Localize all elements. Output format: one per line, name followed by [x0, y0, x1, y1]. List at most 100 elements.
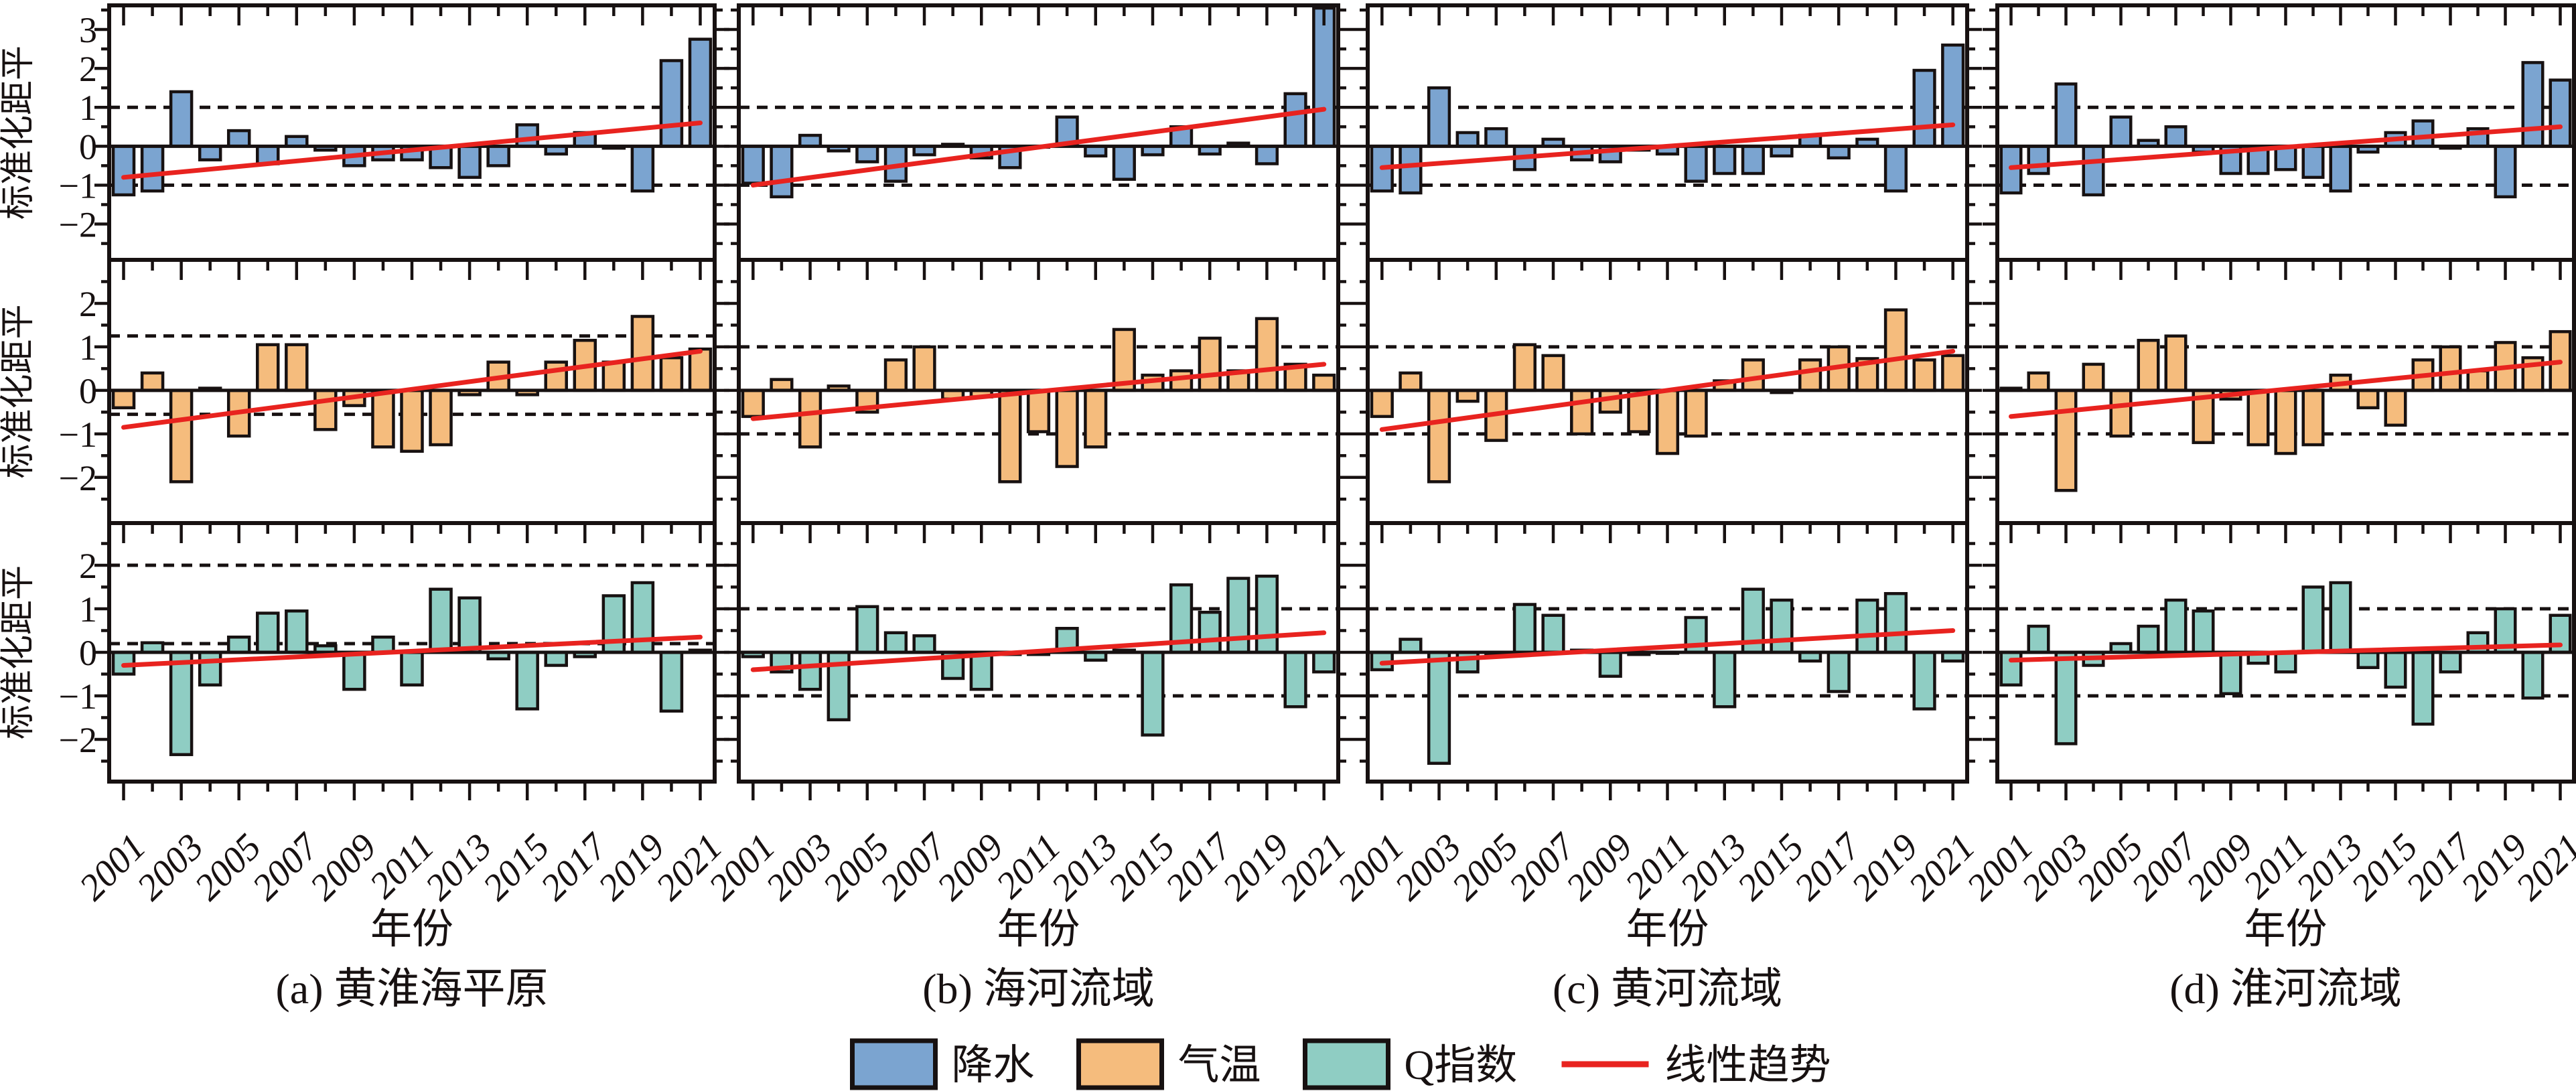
linear-trend-line [121, 634, 703, 668]
temperature-bar-2020 [1912, 358, 1936, 392]
temperature-bar-2017 [1198, 336, 1222, 392]
temperature-bar-2011 [1026, 388, 1051, 433]
y-tick-label: 3 [79, 10, 97, 50]
temperature-bar-2021 [1941, 354, 1965, 392]
temperature-bar-2017 [2439, 345, 2462, 392]
q_index-bar-2011 [400, 650, 424, 686]
q_index-bar-2005 [855, 605, 879, 654]
temperature-bar-2018 [601, 360, 626, 392]
q_index-bar-2013 [1713, 650, 1737, 709]
temperature-bar-2003 [2054, 388, 2078, 492]
linear-trend-line [121, 348, 703, 430]
q_index-bar-2012 [2301, 585, 2325, 654]
temperature-bar-2001 [741, 388, 765, 419]
precipitation-bar-2017 [1827, 145, 1851, 160]
temperature-bar-2021 [688, 347, 713, 392]
temperature-bar-2016 [1798, 358, 1822, 392]
q_index-bar-2006 [2137, 624, 2160, 654]
q_index-bar-2004 [198, 650, 222, 686]
q_index-bar-2017 [2439, 650, 2462, 674]
linear-trend-line [750, 106, 1327, 188]
y-tick-label: −1 [59, 676, 97, 717]
panel-b-temperature-chart [724, 258, 1353, 525]
y-tick-label: 2 [79, 546, 97, 586]
y-tick-label: −2 [59, 720, 97, 760]
q_index-bar-2002 [1399, 638, 1423, 654]
temperature-bar-2018 [2466, 369, 2490, 392]
q_index-bar-2007 [1541, 613, 1565, 654]
temperature-bar-2001 [111, 388, 136, 410]
temperature-bar-2002 [2027, 371, 2050, 392]
linear-trend-line [750, 630, 1327, 672]
precipitation-bar-2005 [1484, 127, 1508, 148]
precipitation-bar-2015 [515, 123, 539, 148]
temperature-bar-2011 [1655, 388, 1680, 455]
legend-swatch-1 [850, 1038, 938, 1090]
precipitation-bar-2004 [1455, 131, 1480, 148]
temperature-bar-2021 [1312, 373, 1336, 392]
precipitation-bar-2019 [630, 145, 655, 193]
q_index-bar-2020 [2521, 650, 2545, 700]
temperature-bar-2012 [1055, 388, 1079, 468]
panel-c-temperature-chart [1353, 258, 1982, 525]
temperature-bar-2006 [883, 358, 908, 392]
temperature-bar-2008 [313, 388, 338, 431]
q_index-bar-2009 [2219, 650, 2242, 695]
temperature-bar-2013 [1084, 388, 1108, 449]
q_index-bar-2015 [2384, 650, 2407, 689]
temperature-bar-2006 [256, 343, 280, 392]
x-axis-title: 年份 [997, 907, 1080, 952]
precipitation-bar-2013 [457, 145, 482, 179]
q_index-bar-2013 [457, 596, 482, 654]
temperature-bar-2012 [1684, 388, 1708, 438]
temperature-bar-2003 [1427, 388, 1451, 484]
linear-trend-line [1379, 628, 1956, 666]
q_index-bar-2020 [659, 650, 684, 713]
temperature-bar-2010 [998, 388, 1022, 484]
x-axis-title: 年份 [370, 907, 453, 952]
legend-swatch-2 [1076, 1038, 1164, 1090]
precipitation-bar-2020 [2521, 61, 2545, 148]
temperature-bar-2016 [544, 360, 568, 392]
y-tick-label: 1 [79, 328, 97, 368]
temperature-bar-2011 [2274, 388, 2297, 455]
y-tick-label: −2 [59, 458, 97, 498]
precipitation-bar-2020 [659, 59, 684, 148]
temperature-bar-2019 [630, 315, 655, 392]
temperature-bar-2002 [140, 371, 165, 392]
y-tick-label: 2 [79, 284, 97, 324]
y-tick-label: −1 [59, 165, 97, 206]
q_index-bar-2015 [1141, 650, 1165, 737]
legend-label: 线性趋势 [1665, 1043, 1831, 1088]
temperature-bar-2010 [1627, 388, 1651, 433]
q_index-bar-2018 [1226, 577, 1250, 654]
precipitation-bar-2012 [1684, 145, 1708, 183]
y-tick-label: 1 [79, 589, 97, 630]
temperature-bar-2007 [912, 345, 936, 392]
precipitation-bar-2005 [226, 129, 251, 148]
precipitation-bar-2014 [1112, 145, 1136, 181]
q_index-bar-2015 [515, 650, 539, 711]
panel-a-temperature-chart: 210−1−2 [59, 258, 729, 525]
y-tick-label: 0 [79, 633, 97, 673]
precipitation-bar-2003 [1427, 86, 1451, 148]
q_index-bar-2004 [1455, 650, 1480, 674]
q_index-bar-2003 [2054, 650, 2078, 745]
q_index-bar-2003 [1427, 650, 1451, 765]
precipitation-bar-2005 [855, 145, 879, 163]
precipitation-bar-2004 [198, 145, 222, 161]
panel-caption: (d) 淮河流域 [2169, 965, 2402, 1013]
temperature-bar-2002 [1399, 371, 1423, 392]
linear-trend-line [1379, 348, 1956, 432]
q_index-bar-2007 [285, 609, 309, 654]
y-tick-label: 0 [79, 371, 97, 411]
linear-trend-line [121, 120, 703, 180]
temperature-bar-2010 [2246, 388, 2270, 447]
linear-trend-line [2009, 360, 2563, 419]
q_index-bar-2021 [1312, 650, 1336, 674]
q_index-bar-2003 [798, 650, 822, 691]
precipitation-bar-2014 [1741, 145, 1765, 175]
precipitation-bar-2012 [2301, 145, 2325, 179]
